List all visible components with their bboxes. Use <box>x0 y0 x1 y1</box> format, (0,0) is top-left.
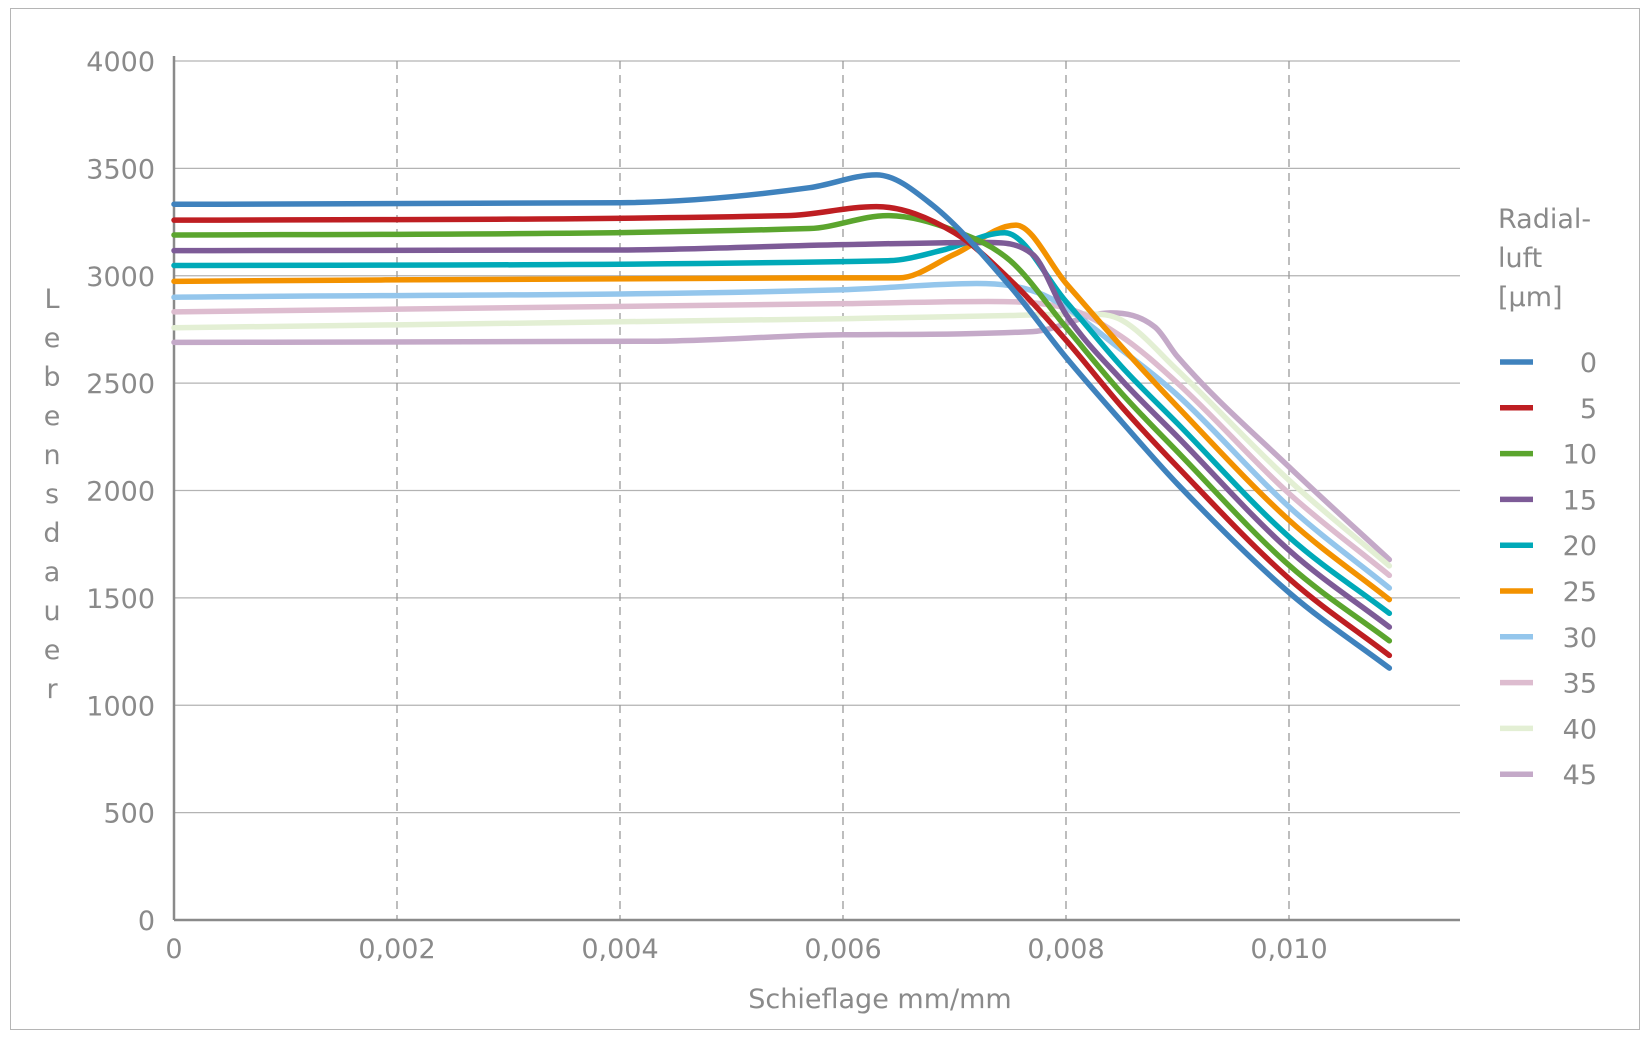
y-axis-label-letter: n <box>43 440 60 471</box>
series-line-0 <box>171 172 1393 671</box>
legend-label: 15 <box>1563 485 1597 516</box>
y-tick-label: 3000 <box>86 262 155 293</box>
x-axis-label: Schieflage mm/mm <box>748 984 1011 1015</box>
legend-title: Radial- <box>1498 204 1591 235</box>
series-line-15 <box>171 239 1393 630</box>
x-tick-label: 0,002 <box>358 934 435 965</box>
x-tick-label: 0,006 <box>804 934 881 965</box>
legend-label: 40 <box>1563 714 1597 745</box>
y-tick-label: 1500 <box>86 584 155 615</box>
axes <box>172 56 1460 922</box>
legend: Radial-luft [µm] 0 5 10 15 20 25 30 35 40 45 <box>1498 204 1597 791</box>
y-axis-label-letter: e <box>44 401 61 432</box>
legend-label: 25 <box>1563 577 1597 608</box>
legend-label: 10 <box>1563 440 1597 471</box>
grid <box>174 60 1460 920</box>
series-line-10 <box>171 212 1393 644</box>
y-axis-label-letter: d <box>43 518 60 549</box>
series-line-35 <box>171 298 1393 579</box>
y-axis-label-letter: u <box>43 596 60 627</box>
legend-label: 20 <box>1563 531 1597 562</box>
series-lines <box>171 172 1393 671</box>
legend-title: [µm] <box>1498 282 1563 313</box>
x-tick-label: 0 <box>165 934 182 965</box>
y-tick-label: 4000 <box>86 47 155 78</box>
series-line-5 <box>171 203 1393 659</box>
legend-label: 0 <box>1580 348 1597 379</box>
y-axis-label-letter: L <box>44 284 59 315</box>
y-axis-label-letter: e <box>44 323 61 354</box>
legend-title: luft <box>1498 243 1542 274</box>
y-tick-label: 2500 <box>86 369 155 400</box>
y-tick-label: 3500 <box>86 154 155 185</box>
chart-frame <box>10 8 1640 1030</box>
legend-label: 35 <box>1563 669 1597 700</box>
y-axis-label-letter: b <box>43 362 60 393</box>
x-tick-label: 0,004 <box>581 934 658 965</box>
x-tick-label: 0,008 <box>1027 934 1104 965</box>
legend-label: 5 <box>1580 394 1597 425</box>
y-tick-label: 500 <box>103 799 155 830</box>
y-axis-label-letter: e <box>44 635 61 666</box>
legend-label: 45 <box>1563 760 1597 791</box>
y-tick-label: 2000 <box>86 477 155 508</box>
y-tick-label: 1000 <box>86 691 155 722</box>
series-line-25 <box>171 222 1393 603</box>
tick-labels: 0 500 1000 1500 2000 2500 3000 3500 4000 0 0,002 0,… <box>86 47 1327 965</box>
legend-label: 30 <box>1563 623 1597 654</box>
y-tick-label: 0 <box>138 906 155 937</box>
x-tick-label: 0,010 <box>1250 934 1327 965</box>
y-axis-label-letter: a <box>44 557 61 588</box>
y-axis-label-letter: s <box>45 479 59 510</box>
y-axis-label-letter: r <box>46 674 58 705</box>
